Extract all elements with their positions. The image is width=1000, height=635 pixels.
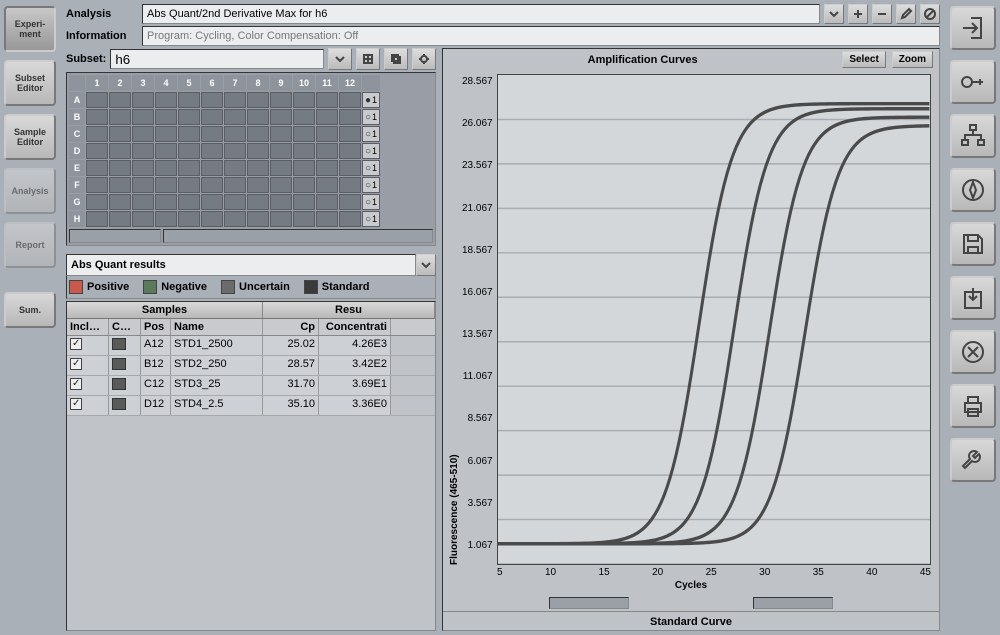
tab-subset-editor[interactable]: Subset Editor bbox=[4, 60, 56, 106]
left-sidebar: Experi- ment Subset Editor Sample Editor… bbox=[0, 0, 60, 635]
compass-button[interactable] bbox=[950, 168, 996, 212]
exit-icon bbox=[959, 14, 987, 42]
left-column: Subset: 123456789101112A1B1C1D1E1F1G1H1 … bbox=[66, 48, 436, 631]
well-plate[interactable]: 123456789101112A1B1C1D1E1F1G1H1 bbox=[66, 72, 436, 246]
analysis-input[interactable] bbox=[142, 4, 820, 24]
table-group-results: Resu bbox=[263, 302, 435, 318]
add-analysis-button[interactable] bbox=[848, 4, 868, 24]
plate-scrollbar[interactable] bbox=[69, 229, 433, 243]
subset-dropdown-button[interactable] bbox=[328, 48, 352, 70]
remove-analysis-button[interactable] bbox=[872, 4, 892, 24]
information-row: Information bbox=[66, 26, 940, 46]
table-row[interactable]: B12STD2_25028.573.42E2 bbox=[67, 356, 435, 376]
tab-summary[interactable]: Sum. bbox=[4, 292, 56, 328]
chevron-down-icon bbox=[827, 7, 841, 21]
analysis-label: Analysis bbox=[66, 8, 138, 20]
tools-button[interactable] bbox=[950, 438, 996, 482]
results-dropdown-row bbox=[66, 254, 436, 276]
information-label: Information bbox=[66, 30, 138, 42]
information-input bbox=[142, 26, 940, 46]
edit-analysis-button[interactable] bbox=[896, 4, 916, 24]
chart-title: Amplification Curves bbox=[449, 54, 836, 66]
col-name[interactable]: Name bbox=[171, 319, 263, 335]
settings-icon bbox=[417, 52, 431, 66]
standard-curve-title: Standard Curve bbox=[443, 611, 939, 630]
tab-analysis[interactable]: Analysis bbox=[4, 168, 56, 214]
plate-tool-3-button[interactable] bbox=[412, 48, 436, 70]
tab-experiment[interactable]: Experi- ment bbox=[4, 6, 56, 52]
results-legend: PositiveNegativeUncertainStandard bbox=[66, 276, 436, 299]
y-axis-label: Fluorescence (465-510) bbox=[447, 74, 462, 565]
col-pos[interactable]: Pos bbox=[141, 319, 171, 335]
subset-input[interactable] bbox=[110, 49, 324, 69]
chart-plot-area[interactable] bbox=[497, 74, 931, 565]
x-circle-icon bbox=[959, 338, 987, 366]
save-button[interactable] bbox=[950, 222, 996, 266]
floppy-icon bbox=[959, 230, 987, 258]
wrench-icon bbox=[959, 446, 987, 474]
table-group-samples: Samples bbox=[67, 302, 263, 318]
col-include[interactable]: Include bbox=[67, 319, 109, 335]
minus-icon bbox=[875, 7, 889, 21]
chart-scroll-handles[interactable] bbox=[443, 595, 939, 611]
key-button[interactable] bbox=[950, 60, 996, 104]
y-axis-ticks: 28.56726.06723.56721.06718.56716.06713.5… bbox=[462, 74, 497, 565]
export-button[interactable] bbox=[950, 276, 996, 320]
x-axis-ticks: 51015202530354045 bbox=[497, 567, 931, 578]
analysis-dropdown-button[interactable] bbox=[824, 4, 844, 24]
exit-button[interactable] bbox=[950, 6, 996, 50]
export-icon bbox=[959, 284, 987, 312]
tab-sample-editor[interactable]: Sample Editor bbox=[4, 114, 56, 160]
subset-row: Subset: bbox=[66, 48, 436, 70]
chevron-down-icon bbox=[333, 52, 347, 66]
results-dropdown[interactable] bbox=[66, 254, 416, 276]
pencil-icon bbox=[899, 7, 913, 21]
key-icon bbox=[959, 68, 987, 96]
plate-tool-1-button[interactable] bbox=[356, 48, 380, 70]
col-color[interactable]: Color bbox=[109, 319, 141, 335]
x-axis-label: Cycles bbox=[443, 580, 939, 595]
subset-label: Subset: bbox=[66, 53, 106, 65]
compass-icon bbox=[959, 176, 987, 204]
chart-panel: Amplification Curves Select Zoom Fluores… bbox=[442, 48, 940, 631]
select-button[interactable]: Select bbox=[842, 51, 885, 68]
table-columns: Include Color Pos Name Cp Concentrati bbox=[67, 319, 435, 336]
chevron-down-icon bbox=[419, 258, 433, 272]
analysis-row: Analysis bbox=[66, 4, 940, 24]
copy-icon bbox=[389, 52, 403, 66]
table-row[interactable]: A12STD1_250025.024.26E3 bbox=[67, 336, 435, 356]
cancel-analysis-button[interactable] bbox=[920, 4, 940, 24]
right-sidebar bbox=[946, 0, 1000, 635]
delete-button[interactable] bbox=[950, 330, 996, 374]
tree-button[interactable] bbox=[950, 114, 996, 158]
table-row[interactable]: C12STD3_2531.703.69E1 bbox=[67, 376, 435, 396]
tab-report[interactable]: Report bbox=[4, 222, 56, 268]
printer-icon bbox=[959, 392, 987, 420]
print-button[interactable] bbox=[950, 384, 996, 428]
col-concentration[interactable]: Concentrati bbox=[319, 319, 391, 335]
plus-icon bbox=[851, 7, 865, 21]
zoom-button[interactable]: Zoom bbox=[892, 51, 933, 68]
grid-icon bbox=[361, 52, 375, 66]
tree-icon bbox=[959, 122, 987, 150]
col-cp[interactable]: Cp bbox=[263, 319, 319, 335]
plate-tool-2-button[interactable] bbox=[384, 48, 408, 70]
slash-icon bbox=[923, 7, 937, 21]
results-dropdown-button[interactable] bbox=[416, 254, 436, 276]
results-table: Samples Resu Include Color Pos Name Cp C… bbox=[66, 301, 436, 631]
table-row[interactable]: D12STD4_2.535.103.36E0 bbox=[67, 396, 435, 416]
main-panel: Analysis Information Subset: 12345678910… bbox=[60, 0, 946, 635]
